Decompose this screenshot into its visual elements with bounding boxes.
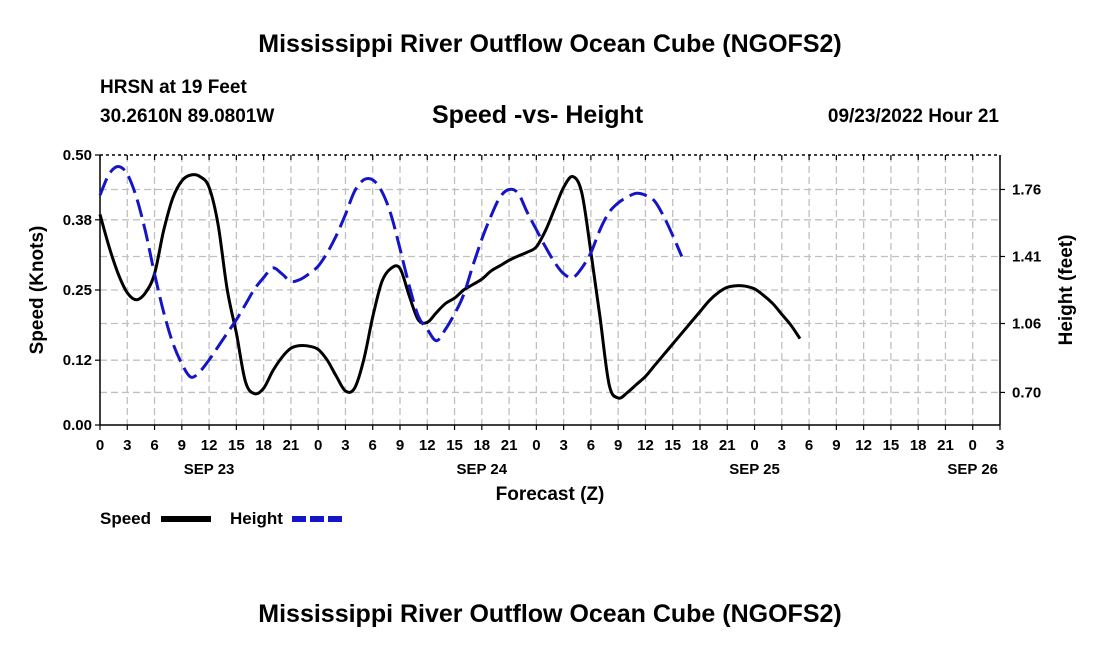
legend-speed-swatch (161, 516, 211, 522)
x-tick-label: 18 (910, 437, 927, 454)
x-tick-label: 21 (937, 437, 954, 454)
station-label: HRSN at 19 Feet (100, 77, 247, 98)
y-tick-label: 0.50 (63, 147, 92, 164)
x-tick-label: 12 (637, 437, 654, 454)
y-tick-label: 0.12 (63, 352, 92, 369)
x-tick-label: 3 (341, 437, 349, 454)
x-tick-label: 3 (996, 437, 1004, 454)
y2-tick-label: 0.70 (1012, 384, 1041, 401)
x-tick-label: 3 (559, 437, 567, 454)
y2-tick-label: 1.41 (1012, 248, 1041, 265)
x-tick-label: 0 (969, 437, 977, 454)
y-axis-title: Speed (Knots) (27, 226, 48, 355)
x-tick-label: 0 (532, 437, 540, 454)
x-tick-label: 9 (178, 437, 186, 454)
x-tick-label: 6 (805, 437, 813, 454)
series-line-speed (98, 173, 802, 400)
legend-height-label: Height (230, 509, 283, 528)
y-tick-label: 0.38 (63, 212, 92, 229)
x-tick-label: 18 (692, 437, 709, 454)
chart-subtitle: Speed -vs- Height (432, 101, 644, 129)
x-tick-label: 15 (228, 437, 245, 454)
coordinates-label: 30.2610N 89.0801W (100, 106, 275, 127)
x-tick-label: 9 (832, 437, 840, 454)
forecast-timestamp: 09/23/2022 Hour 21 (827, 106, 999, 127)
x-tick-label: 15 (446, 437, 463, 454)
x-tick-label: 6 (587, 437, 595, 454)
y-tick-label: 0.25 (63, 282, 92, 299)
y-tick-label: 0.00 (63, 417, 92, 434)
x-tick-label: 3 (778, 437, 786, 454)
x-tick-label: 6 (369, 437, 377, 454)
x-axis-title: Forecast (Z) (496, 484, 605, 505)
y2-tick-label: 1.76 (1012, 181, 1041, 198)
x-tick-label: 15 (664, 437, 681, 454)
x-tick-label: 21 (283, 437, 300, 454)
x-tick-label: 21 (501, 437, 518, 454)
x-tick-label: 18 (473, 437, 490, 454)
x-tick-label: 0 (314, 437, 322, 454)
x-tick-label: 12 (419, 437, 436, 454)
x-tick-label: 0 (750, 437, 758, 454)
x-tick-label: 12 (201, 437, 218, 454)
x-tick-label: 6 (150, 437, 158, 454)
page-title: Mississippi River Outflow Ocean Cube (NG… (258, 30, 842, 58)
series-line-height (98, 165, 684, 379)
legend-height-swatch (292, 516, 342, 522)
x-date-label: SEP 24 (457, 461, 508, 478)
x-tick-label: 21 (719, 437, 736, 454)
y2-tick-label: 1.06 (1012, 316, 1041, 333)
x-tick-label: 0 (96, 437, 104, 454)
x-date-label: SEP 25 (729, 461, 780, 478)
x-date-label: SEP 26 (947, 461, 998, 478)
x-tick-label: 3 (123, 437, 131, 454)
bottom-title: Mississippi River Outflow Ocean Cube (NG… (258, 600, 842, 628)
x-tick-label: 12 (855, 437, 872, 454)
x-tick-label: 15 (883, 437, 900, 454)
legend-speed-label: Speed (100, 509, 152, 528)
x-tick-label: 18 (255, 437, 272, 454)
x-date-label: SEP 23 (184, 461, 235, 478)
y2-axis-title: Height (feet) (1056, 235, 1077, 346)
x-tick-label: 9 (396, 437, 404, 454)
x-tick-label: 9 (614, 437, 622, 454)
